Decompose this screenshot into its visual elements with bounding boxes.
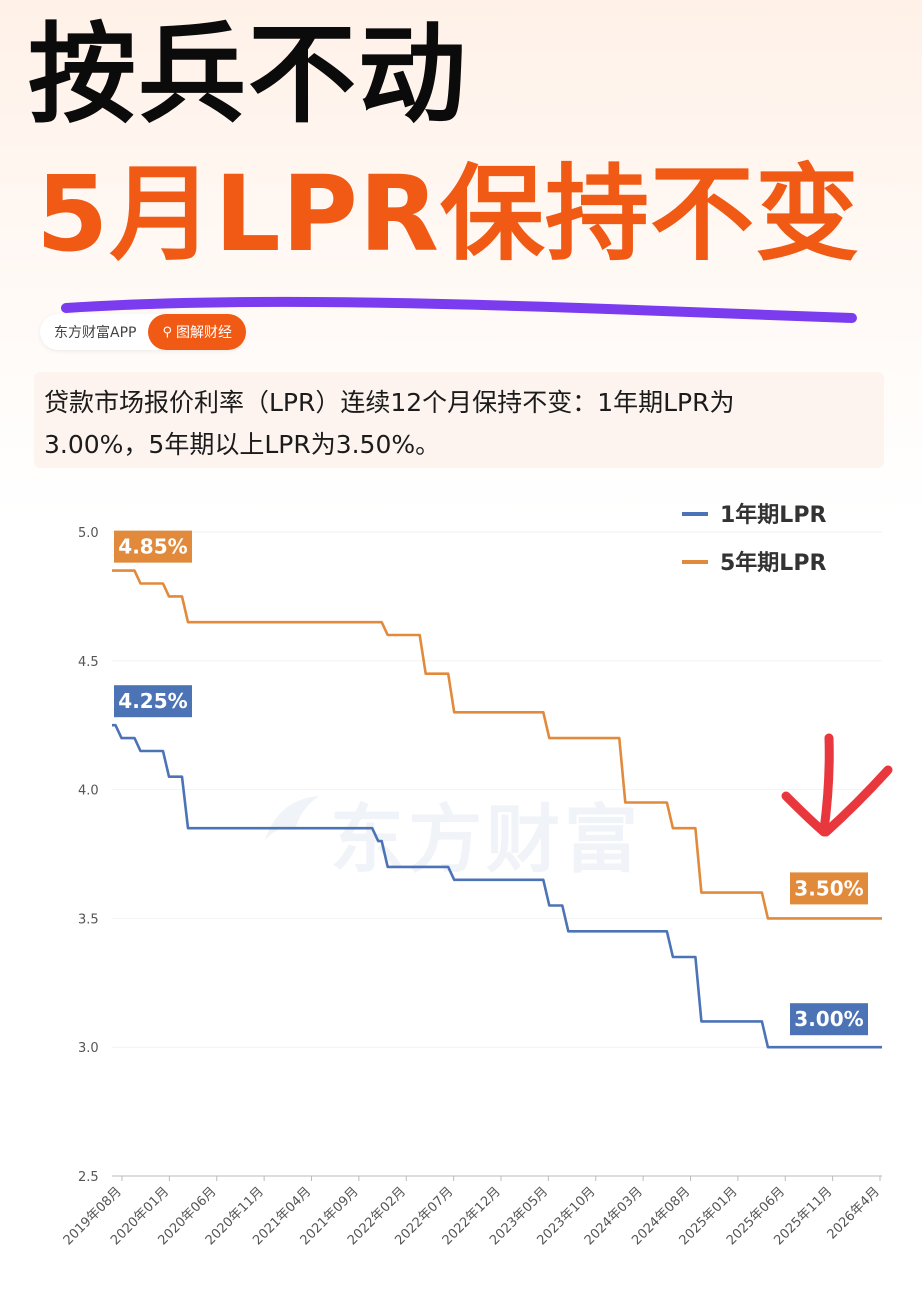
summary-line-2: 3.00%，5年期以上LPR为3.50%。 — [44, 430, 441, 459]
summary-line-1: 贷款市场报价利率（LPR）连续12个月保持不变：1年期LPR为 — [44, 388, 735, 417]
arrow-shaft — [819, 733, 834, 835]
y-axis-ticks: 5.0 4.5 4.0 3.5 3.0 2.5 — [78, 526, 99, 1185]
label-1y-end-bg — [790, 1003, 868, 1036]
legend-label-1y: 1年期LPR — [720, 502, 826, 528]
summary-box: 贷款市场报价利率（LPR）连续12个月保持不变：1年期LPR为 3.00%，5年… — [34, 372, 884, 468]
arrow-head-left — [781, 791, 829, 837]
label-1y-start-bg — [114, 685, 192, 718]
y-tick-label: 4.0 — [78, 784, 99, 799]
label-5y-end: 3.50% — [794, 876, 863, 900]
series-line-1y — [112, 723, 882, 1049]
search-icon: ⚲ — [162, 324, 172, 340]
source-tag-label: 图解财经 — [176, 325, 232, 341]
underline-stroke — [61, 296, 857, 323]
headline-title: 按兵不动 — [28, 13, 469, 138]
label-5y-start: 4.85% — [118, 535, 187, 559]
label-1y-end: 3.00% — [794, 1007, 863, 1031]
down-arrow-annotation — [781, 733, 893, 837]
source-bar: 东方财富APP ⚲ 图解财经 — [40, 314, 246, 350]
chart-series — [112, 569, 882, 1049]
arrow-head-right — [821, 765, 893, 837]
source-app-name: 东方财富APP — [54, 325, 137, 341]
chart-legend: 1年期LPR 5年期LPR — [682, 502, 826, 576]
headline-subtitle: 5月LPR保持不变 — [36, 153, 860, 275]
lpr-line-chart: 5.0 4.5 4.0 3.5 3.0 2.5 2019年08月2020年01月2020年… — [61, 502, 893, 1248]
y-tick-label: 3.5 — [78, 912, 99, 927]
y-tick-label: 3.0 — [78, 1041, 99, 1056]
legend-label-5y: 5年期LPR — [720, 550, 826, 576]
chart-grid — [112, 531, 882, 1177]
series-line-5y — [112, 569, 882, 920]
value-labels: 4.85% 4.25% 3.50% 3.00% — [114, 530, 868, 1036]
y-tick-label: 4.5 — [78, 655, 99, 670]
y-tick-label: 5.0 — [78, 526, 99, 541]
y-tick-label: 2.5 — [78, 1170, 99, 1185]
label-5y-end-bg — [790, 872, 868, 905]
label-1y-start: 4.25% — [118, 689, 187, 713]
label-5y-start-bg — [114, 530, 192, 563]
title-underline — [61, 296, 857, 323]
source-tag-button[interactable]: ⚲ 图解财经 — [148, 314, 246, 350]
x-axis-ticks: 2019年08月2020年01月2020年06月2020年11月2021年04月… — [61, 1176, 883, 1248]
